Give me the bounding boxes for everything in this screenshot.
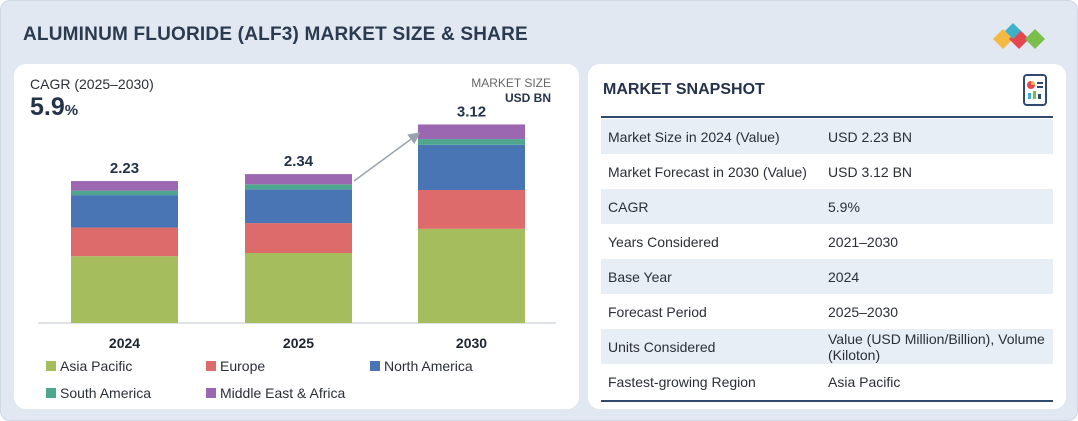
snapshot-row: CAGR 5.9% <box>601 189 1053 224</box>
brand-logo-icon <box>993 23 1045 49</box>
snapshot-title: MARKET SNAPSHOT <box>603 81 765 98</box>
snapshot-key: Market Size in 2024 (Value) <box>608 128 780 145</box>
x-tick-label-2025: 2025 <box>283 335 314 351</box>
page-title: ALUMINUM FLUORIDE (ALF3) MARKET SIZE & S… <box>23 24 528 45</box>
stacked-bar-chart: 2.23 2024 2.34 2025 3.12 2030 <box>38 103 556 351</box>
snapshot-value: 5.9% <box>828 198 860 215</box>
legend-label: North America <box>384 358 473 374</box>
logo-diamond-blue <box>1005 23 1021 39</box>
snapshot-key: Base Year <box>608 268 672 285</box>
legend-label: South America <box>60 385 152 401</box>
legend-swatch <box>46 361 56 371</box>
unit-value: USD BN <box>504 91 551 105</box>
legend-item-middle-east-africa: Middle East & Africa <box>206 385 345 401</box>
snapshot-key: Years Considered <box>608 233 719 250</box>
snapshot-panel: MARKET SNAPSHOT Market Size in 2024 (Val… <box>588 64 1066 409</box>
bar-segment-2030-asia-pacific <box>418 228 525 323</box>
legend-label: Asia Pacific <box>60 358 133 374</box>
snapshot-row: Market Size in 2024 (Value) USD 2.23 BN <box>601 119 1053 154</box>
bar-segment-2030-north-america <box>418 144 525 190</box>
legend-label: Middle East & Africa <box>220 385 346 401</box>
snapshot-key: Fastest-growing Region <box>608 373 756 390</box>
bar-segment-2030-south-america <box>418 139 525 145</box>
x-tick-label-2030: 2030 <box>456 335 487 351</box>
bar-segment-2025-south-america <box>245 184 352 190</box>
bar-segment-2025-middle-east-africa <box>245 174 352 185</box>
bar-segment-2024-south-america <box>71 190 178 196</box>
snapshot-key: CAGR <box>608 198 649 215</box>
legend-swatch <box>370 361 380 371</box>
bar-segment-2030-middle-east-africa <box>418 124 525 140</box>
legend-item-asia-pacific: Asia Pacific <box>46 358 132 374</box>
bar-segment-2025-europe <box>245 223 352 253</box>
snapshot-row: Base Year 2024 <box>601 259 1053 294</box>
bar-segment-2024-north-america <box>71 195 178 228</box>
snapshot-value: 2021–2030 <box>828 233 899 250</box>
bar-segment-2024-middle-east-africa <box>71 181 178 191</box>
bar-segment-2025-asia-pacific <box>245 253 352 323</box>
bar-total-label-2024: 2.23 <box>110 160 139 177</box>
x-tick-label-2024: 2024 <box>109 335 140 351</box>
snapshot-top-rule <box>601 116 1053 118</box>
bar-total-label-2025: 2.34 <box>284 153 314 170</box>
legend-item-europe: Europe <box>206 358 265 374</box>
bar-segment-2025-north-america <box>245 189 352 224</box>
growth-arrow <box>353 132 421 182</box>
snapshot-key: Forecast Period <box>608 303 707 320</box>
snapshot-key: Market Forecast in 2030 (Value) <box>608 163 807 180</box>
snapshot-value: 2025–2030 <box>828 303 899 320</box>
snapshot-value: 2024 <box>828 268 860 285</box>
legend-item-north-america: North America <box>370 358 473 374</box>
legend-swatch <box>206 361 216 371</box>
snapshot-bottom-rule <box>601 400 1053 402</box>
cagr-unit: % <box>64 102 79 119</box>
snapshot-value: Asia Pacific <box>828 373 901 390</box>
snapshot-value: USD 2.23 BN <box>828 128 913 145</box>
snapshot-value: Value (USD Million/Billion), Volume (Kil… <box>828 330 1045 363</box>
chart-panel: CAGR (2025–2030) 5.9% MARKET SIZE USD BN… <box>14 64 579 409</box>
logo-diamond-green <box>1025 29 1045 49</box>
snapshot-row: Market Forecast in 2030 (Value) USD 3.12 … <box>601 154 1053 189</box>
snapshot-row: Forecast Period 2025–2030 <box>601 294 1053 329</box>
snapshot-row: Units Considered Value (USD Million/Billi… <box>601 329 1053 364</box>
bar-total-label-2030: 3.12 <box>457 103 486 120</box>
report-document-icon <box>1023 74 1047 106</box>
legend-swatch <box>46 388 56 398</box>
snapshot-row: Years Considered 2021–2030 <box>601 224 1053 259</box>
legend-swatch <box>206 388 216 398</box>
legend-item-south-america: South America <box>46 385 151 401</box>
cagr-value: 5.9% <box>30 93 78 122</box>
snapshot-value: USD 3.12 BN <box>828 163 913 180</box>
snapshot-row: Fastest-growing Region Asia Pacific <box>601 364 1053 399</box>
cagr-label: CAGR (2025–2030) <box>30 76 154 92</box>
snapshot-table: Market Size in 2024 (Value) USD 2.23 BN M… <box>601 119 1053 399</box>
bar-segment-2030-europe <box>418 190 525 229</box>
snapshot-key: Units Considered <box>608 338 716 355</box>
legend-label: Europe <box>220 358 266 374</box>
bar-segment-2024-europe <box>71 227 178 257</box>
unit-label: MARKET SIZE <box>471 76 551 90</box>
cagr-number: 5.9 <box>30 93 65 121</box>
bar-segment-2024-asia-pacific <box>71 256 178 323</box>
